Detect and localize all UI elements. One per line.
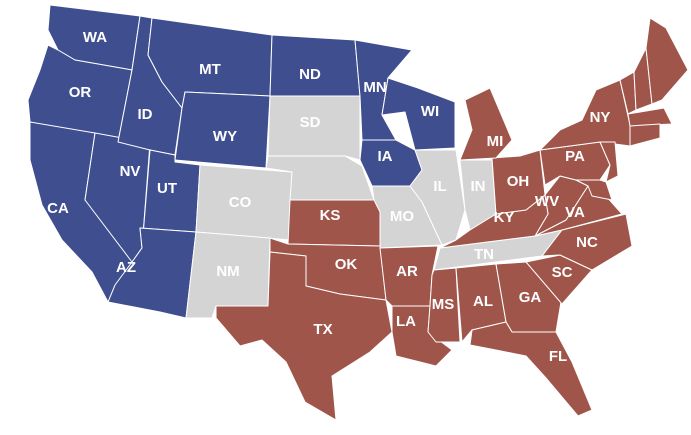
state-label-ms: MS (432, 296, 455, 313)
state-ny (539, 79, 631, 151)
state-label-wi: WI (421, 103, 439, 120)
state-label-mo: MO (390, 208, 414, 225)
state-label-ky: KY (494, 209, 515, 226)
state-label-ny: NY (590, 109, 611, 126)
state-nj (599, 141, 619, 183)
state-label-ca: CA (47, 200, 69, 217)
state-label-nm: NM (216, 263, 239, 280)
state-label-ia: IA (378, 148, 393, 165)
state-label-va: VA (565, 204, 585, 221)
state-label-ok: OK (335, 256, 358, 273)
state-label-tx: TX (313, 321, 332, 338)
state-label-mi: MI (487, 133, 504, 150)
state-oh (491, 149, 546, 215)
state-label-nc: NC (576, 234, 598, 251)
state-label-pa: PA (565, 148, 585, 165)
state-wy (174, 91, 271, 169)
state-fl (469, 321, 593, 417)
state-label-ut: UT (157, 180, 177, 197)
state-label-wa: WA (83, 29, 107, 46)
state-label-or: OR (69, 84, 92, 101)
state-md (575, 179, 613, 201)
state-label-in: IN (471, 178, 486, 195)
state-label-ga: GA (519, 289, 542, 306)
state-me (645, 17, 689, 105)
state-label-tn: TN (474, 246, 494, 263)
state-label-wv: WV (535, 193, 559, 210)
state-label-la: LA (396, 313, 416, 330)
state-ct (629, 123, 661, 147)
state-ma (627, 107, 673, 127)
state-label-wy: WY (213, 128, 237, 145)
state-label-fl: FL (549, 348, 567, 365)
state-label-sc: SC (552, 264, 573, 281)
state-label-oh: OH (507, 173, 530, 190)
state-label-il: IL (433, 178, 446, 195)
state-label-nv: NV (120, 163, 141, 180)
state-label-az: AZ (116, 259, 136, 276)
state-wi (381, 77, 456, 151)
state-label-ks: KS (320, 207, 341, 224)
state-label-nd: ND (299, 66, 321, 83)
state-label-ar: AR (396, 263, 418, 280)
state-label-mt: MT (199, 61, 221, 78)
state-label-mn: MN (363, 79, 386, 96)
state-label-al: AL (473, 293, 493, 310)
state-label-sd: SD (300, 114, 321, 131)
state-sd (267, 95, 361, 161)
state-mi (459, 87, 513, 161)
state-label-id: ID (138, 106, 153, 123)
state-ks (287, 199, 381, 247)
state-il (409, 149, 466, 246)
state-tx (215, 251, 393, 421)
state-label-co: CO (229, 194, 252, 211)
